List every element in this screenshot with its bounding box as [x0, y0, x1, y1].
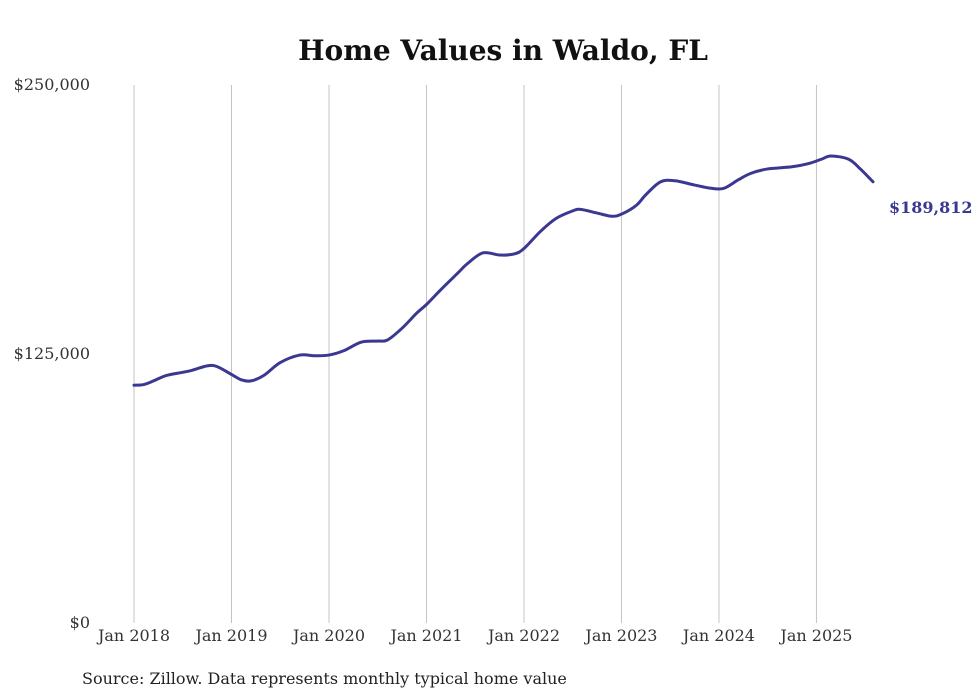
- series-layer: [132, 154, 875, 387]
- y-axis-tick-labels: $0 $125,000 $250,000: [14, 75, 90, 632]
- vertical-gridlines: [133, 85, 817, 623]
- x-tick-label-2018: Jan 2018: [96, 626, 170, 645]
- x-tick-label-2022: Jan 2022: [486, 626, 560, 645]
- x-tick-label-2019: Jan 2019: [193, 626, 267, 645]
- x-tick-label-2020: Jan 2020: [291, 626, 365, 645]
- end-value-label: $189,812: [889, 198, 973, 217]
- source-note: Source: Zillow. Data represents monthly …: [82, 669, 567, 688]
- chart-title: Home Values in Waldo, FL: [298, 34, 708, 67]
- x-tick-label-2024: Jan 2024: [681, 626, 755, 645]
- y-tick-label-125000: $125,000: [14, 344, 90, 363]
- x-tick-label-2021: Jan 2021: [388, 626, 462, 645]
- y-tick-label-0: $0: [70, 613, 90, 632]
- x-axis-tick-labels: Jan 2018 Jan 2019 Jan 2020 Jan 2021 Jan 2022…: [96, 626, 853, 645]
- x-tick-label-2025: Jan 2025: [778, 626, 852, 645]
- series-line-0: [132, 154, 875, 387]
- y-tick-label-250000: $250,000: [14, 75, 90, 94]
- x-tick-label-2023: Jan 2023: [583, 626, 657, 645]
